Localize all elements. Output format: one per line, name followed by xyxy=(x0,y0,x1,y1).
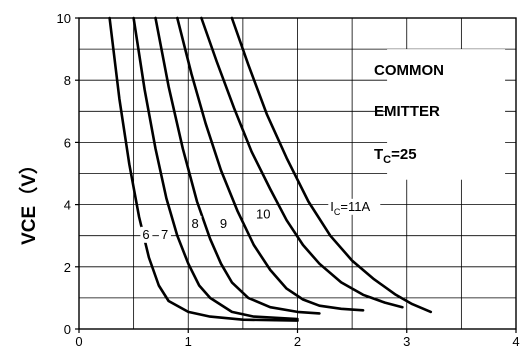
curve-6 xyxy=(108,16,299,322)
curve-7 xyxy=(132,16,299,321)
curve-label-backing xyxy=(189,215,202,232)
curve-label-main: I xyxy=(330,199,334,214)
annotation-common: COMMON xyxy=(374,62,444,79)
curve-label: 9 xyxy=(220,216,227,231)
curve-labels: 6 7 8 9 10 IC=11A xyxy=(140,198,381,243)
tick-labels: 0 1 2 3 4 0 2 4 6 8 10 xyxy=(57,11,520,349)
annotation-tc: TC=25 xyxy=(374,146,417,166)
x-tick-label: 2 xyxy=(294,334,301,349)
curve-label-backing xyxy=(328,198,381,215)
curve-9 xyxy=(176,16,365,312)
annotation-tc-sub: C xyxy=(383,154,391,166)
x-tick-label: 4 xyxy=(512,334,519,349)
y-tick-label: 2 xyxy=(64,260,71,275)
curve-i-c-11a xyxy=(230,16,433,314)
y-tick-label: 8 xyxy=(64,73,71,88)
curve-label-sub: C xyxy=(334,207,341,217)
curve-label: 7 xyxy=(161,227,168,242)
curve-label-backing xyxy=(253,206,274,223)
x-tick-label: 1 xyxy=(185,334,192,349)
curves xyxy=(108,16,433,322)
annotation-tc-rest: =25 xyxy=(391,146,416,163)
curve-8 xyxy=(154,16,321,315)
annotation-box xyxy=(387,49,506,180)
curve-label: 10 xyxy=(256,207,270,222)
x-tick-label: 0 xyxy=(75,334,82,349)
x-tick-label: 3 xyxy=(403,334,410,349)
y-tick-label: 10 xyxy=(57,11,71,26)
y-tick-label: 0 xyxy=(64,322,71,337)
curve-label: 6 xyxy=(142,227,149,242)
y-tick-label: 6 xyxy=(64,135,71,150)
curve-label-backing xyxy=(158,226,171,243)
y-axis-label: VCE（V） xyxy=(17,155,40,245)
curve-label: 8 xyxy=(192,216,199,231)
curve-10 xyxy=(200,16,404,309)
curve-label-rest: =11A xyxy=(340,199,370,214)
curve-label: IC=11A xyxy=(330,199,370,217)
y-tick-label: 4 xyxy=(64,198,71,213)
curve-label-backing xyxy=(217,215,230,232)
annotation-emitter: EMITTER xyxy=(374,103,440,120)
annotation-tc-main: T xyxy=(374,146,383,163)
axes xyxy=(75,17,517,333)
curve-label-backing xyxy=(140,226,153,243)
